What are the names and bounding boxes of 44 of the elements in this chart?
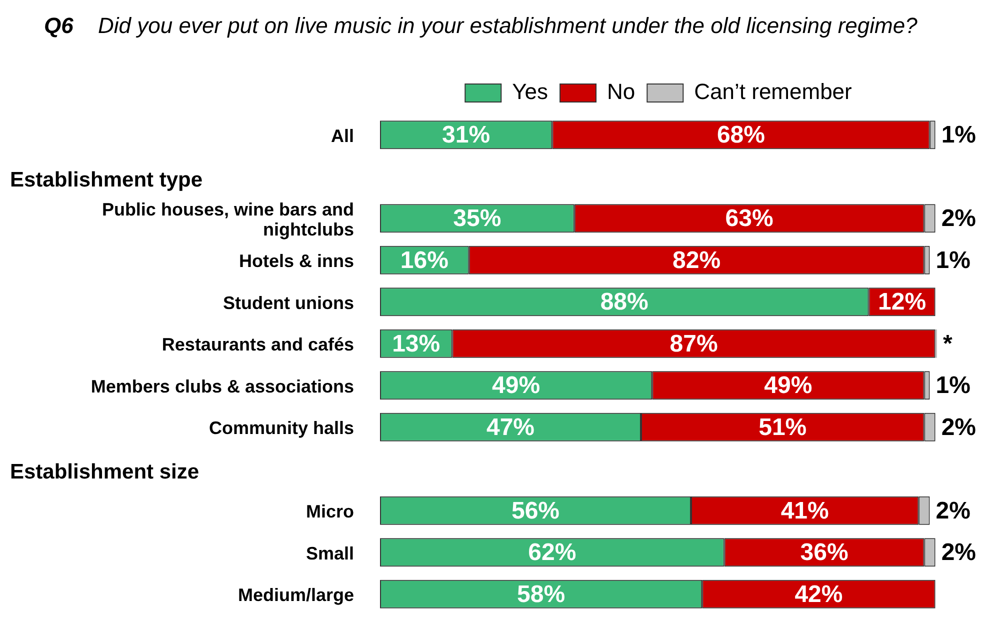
data-label: 49% bbox=[492, 372, 540, 399]
data-label: 51% bbox=[758, 414, 807, 441]
data-label: 35% bbox=[453, 205, 502, 232]
data-label: 56% bbox=[511, 497, 560, 524]
y-tick-label: Restaurants and cafés bbox=[162, 334, 354, 355]
data-label: 2% bbox=[941, 414, 976, 441]
chart-title: Q6 Did you ever put on live music in your establishment under the old licensing regime? bbox=[44, 13, 918, 38]
text: Establishment size bbox=[10, 460, 200, 484]
data-label: 36% bbox=[800, 539, 848, 566]
data-label: 2% bbox=[936, 497, 970, 524]
data-label: 58% bbox=[517, 580, 566, 608]
data-label: 41% bbox=[780, 497, 829, 524]
data-label: 1% bbox=[936, 372, 970, 399]
y-tick-label: Small bbox=[306, 543, 354, 564]
data-label: 1% bbox=[936, 246, 970, 274]
data-label: 82% bbox=[672, 246, 721, 274]
data-label: 42% bbox=[794, 580, 843, 608]
data-label: 12% bbox=[878, 288, 926, 316]
data-label: 47% bbox=[486, 414, 535, 441]
data-label: 2% bbox=[941, 539, 976, 566]
data-label: 87% bbox=[670, 330, 718, 358]
text: Establishment type bbox=[10, 168, 203, 192]
y-tick-label: Hotels & inns bbox=[238, 251, 354, 272]
y-tick-label: Student unions bbox=[223, 292, 354, 313]
y-tick-label: Members clubs & associations bbox=[90, 376, 354, 396]
legend-label: No bbox=[607, 79, 636, 104]
legend-label: Can’t remember bbox=[694, 79, 852, 104]
data-label: 16% bbox=[400, 246, 448, 274]
data-label: 2% bbox=[941, 205, 976, 232]
data-label: 63% bbox=[725, 205, 774, 232]
legend-label: Yes bbox=[512, 79, 548, 104]
data-label: * bbox=[943, 330, 953, 358]
data-label: 62% bbox=[528, 539, 576, 566]
data-label: 68% bbox=[716, 122, 765, 148]
y-tick-label: Public houses, wine bars and nightclubs bbox=[102, 199, 354, 240]
y-tick-label: Medium/large bbox=[238, 585, 354, 606]
data-label: 13% bbox=[392, 330, 440, 358]
data-label: 1% bbox=[941, 122, 976, 148]
y-tick-label: Micro bbox=[306, 502, 354, 522]
y-tick-label: Community halls bbox=[208, 418, 354, 438]
data-label: 49% bbox=[764, 372, 812, 399]
data-label: 88% bbox=[600, 288, 648, 316]
data-label: 31% bbox=[442, 122, 490, 148]
y-tick-label: All bbox=[330, 126, 354, 146]
